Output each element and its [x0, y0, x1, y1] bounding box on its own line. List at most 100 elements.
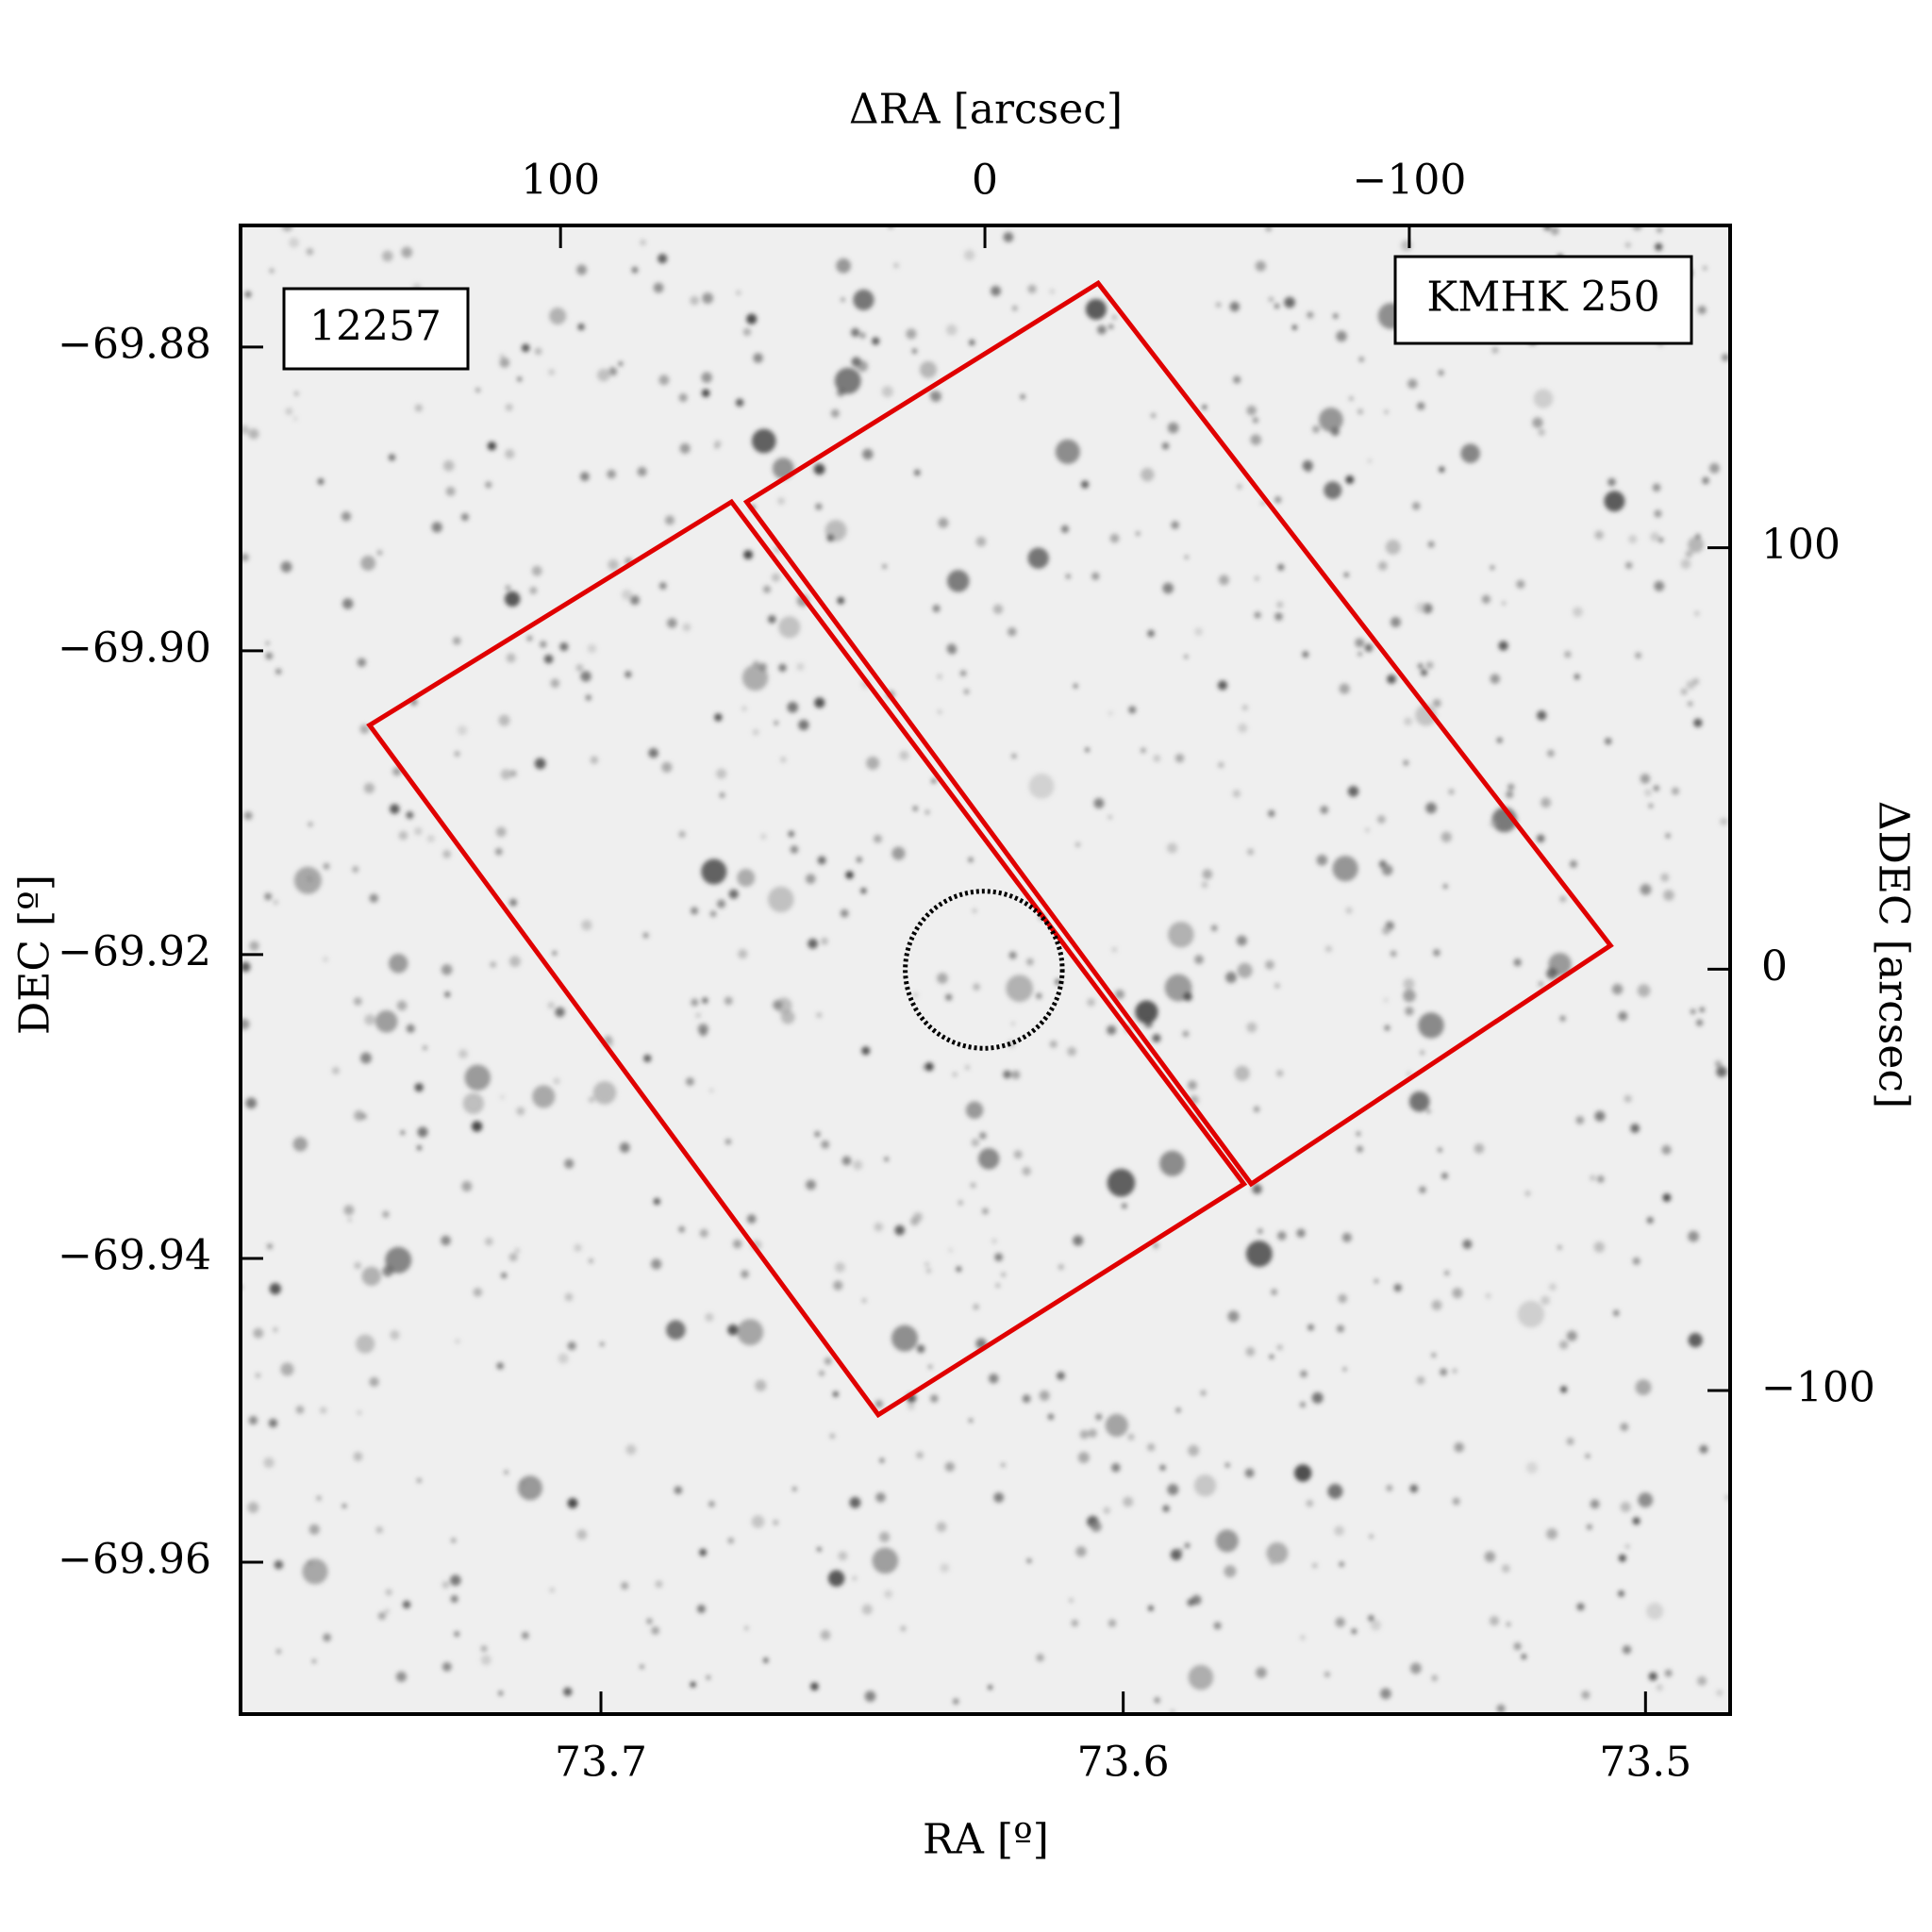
star: [1624, 1094, 1632, 1103]
star: [1193, 1474, 1217, 1497]
star: [667, 618, 677, 628]
star: [1079, 1429, 1090, 1440]
star: [1073, 683, 1078, 689]
star: [442, 459, 455, 472]
star: [691, 998, 699, 1007]
star: [691, 907, 699, 915]
x-tick-label: 73.7: [555, 1739, 647, 1787]
star: [1074, 841, 1081, 847]
star: [1150, 412, 1157, 419]
star: [354, 1261, 361, 1270]
star: [564, 1292, 574, 1302]
name-label: KMHK 250: [1426, 274, 1659, 322]
star: [810, 1682, 819, 1690]
star: [1255, 260, 1266, 272]
star: [473, 1288, 483, 1297]
star: [1489, 1616, 1500, 1626]
star: [500, 769, 511, 780]
star: [841, 1156, 852, 1166]
star: [323, 957, 328, 962]
star: [1569, 860, 1577, 868]
star: [1417, 663, 1424, 669]
star: [1513, 958, 1522, 967]
star: [1650, 531, 1660, 541]
star: [1091, 572, 1100, 580]
y-tick-label: −69.88: [58, 320, 211, 368]
star: [1175, 1407, 1181, 1413]
star: [241, 961, 251, 973]
star: [1252, 1184, 1262, 1194]
star: [343, 1205, 355, 1216]
star: [1498, 641, 1508, 651]
y2-tick-label: 100: [1761, 521, 1840, 569]
star: [1368, 1615, 1374, 1622]
star: [1355, 638, 1365, 648]
star: [494, 847, 503, 856]
star: [1339, 683, 1350, 694]
star: [1269, 1355, 1274, 1359]
star: [389, 954, 408, 974]
star: [1065, 574, 1071, 579]
star: [852, 1575, 858, 1581]
star: [1662, 1193, 1672, 1202]
star: [1439, 466, 1445, 473]
star: [1357, 651, 1362, 657]
star: [385, 1589, 392, 1596]
star: [819, 1370, 824, 1376]
star: [547, 1001, 556, 1009]
star: [1635, 652, 1641, 659]
star: [490, 961, 496, 968]
star: [1720, 817, 1728, 825]
star: [1380, 1688, 1391, 1700]
star: [709, 1088, 714, 1093]
x2-tick-label: 0: [972, 157, 998, 205]
star: [608, 367, 618, 376]
star: [1597, 1175, 1605, 1183]
star: [306, 247, 314, 256]
star: [1216, 302, 1222, 308]
star: [1265, 959, 1274, 970]
star: [716, 768, 727, 779]
star: [1490, 674, 1501, 684]
star: [273, 1327, 278, 1332]
star: [792, 1487, 797, 1491]
star: [1460, 443, 1480, 463]
star: [1611, 983, 1624, 995]
star: [248, 428, 259, 440]
star: [390, 1330, 400, 1341]
star: [1648, 803, 1654, 808]
star: [1437, 1147, 1442, 1153]
star: [1550, 226, 1559, 236]
star: [1202, 405, 1208, 409]
star: [1496, 1704, 1506, 1713]
star: [1027, 547, 1049, 569]
star: [1332, 313, 1339, 319]
star: [498, 714, 510, 726]
star: [501, 1272, 508, 1279]
star: [1716, 1689, 1724, 1696]
star: [1607, 477, 1616, 487]
star: [293, 416, 298, 421]
star: [655, 1580, 663, 1589]
star: [824, 1357, 832, 1365]
star: [452, 636, 461, 645]
star: [1652, 483, 1661, 492]
star: [1338, 1293, 1347, 1304]
star: [1162, 1505, 1170, 1512]
star: [1312, 425, 1321, 434]
star: [991, 285, 1001, 296]
star: [364, 1014, 375, 1025]
star: [1501, 1564, 1510, 1574]
star: [937, 709, 942, 714]
star: [981, 1208, 989, 1215]
star: [1431, 1353, 1437, 1357]
star: [1618, 1011, 1628, 1022]
star: [552, 951, 558, 956]
star: [637, 466, 647, 476]
star: [396, 1000, 408, 1011]
star: [965, 1101, 984, 1120]
star: [341, 1504, 347, 1508]
star: [1201, 881, 1208, 889]
star: [952, 1072, 958, 1077]
star: [1688, 1230, 1699, 1242]
